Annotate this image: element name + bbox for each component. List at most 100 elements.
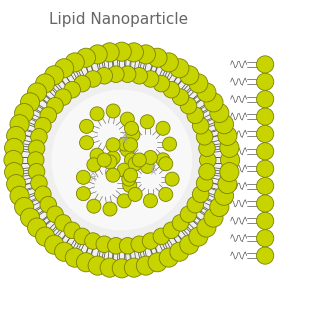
Circle shape [112,259,131,278]
Circle shape [124,153,139,167]
Circle shape [165,172,179,186]
Circle shape [36,227,55,246]
Circle shape [257,212,274,229]
Circle shape [199,152,216,168]
Circle shape [40,196,57,213]
Circle shape [65,248,84,267]
Circle shape [197,218,216,237]
Circle shape [4,163,24,182]
Circle shape [119,66,136,83]
Circle shape [96,68,113,84]
Circle shape [47,206,63,223]
Circle shape [55,89,71,105]
Circle shape [124,168,138,182]
Circle shape [74,75,91,92]
Circle shape [103,155,117,169]
Circle shape [199,164,215,180]
Circle shape [117,194,131,208]
Circle shape [90,148,104,162]
Circle shape [142,71,159,87]
Circle shape [210,197,229,217]
Circle shape [51,90,192,230]
Circle shape [132,153,146,167]
Circle shape [128,157,142,171]
Circle shape [100,43,119,62]
Circle shape [117,163,131,177]
Circle shape [120,112,134,126]
Circle shape [85,233,101,249]
Circle shape [257,125,274,142]
Circle shape [20,93,40,112]
Circle shape [159,248,178,267]
Circle shape [15,197,34,217]
Circle shape [143,194,157,208]
Circle shape [257,73,274,90]
Circle shape [257,143,274,160]
Circle shape [76,187,90,201]
Circle shape [124,43,143,62]
Circle shape [172,89,189,105]
Circle shape [106,138,120,152]
Circle shape [148,253,167,272]
Circle shape [45,66,64,85]
Circle shape [119,237,136,254]
Circle shape [96,236,113,252]
Circle shape [10,115,29,134]
Circle shape [196,129,213,145]
Circle shape [88,45,107,64]
Circle shape [74,228,91,245]
Circle shape [45,235,64,254]
Circle shape [118,137,132,151]
Circle shape [65,53,84,72]
Circle shape [192,186,209,203]
Circle shape [100,258,119,277]
Circle shape [214,115,234,134]
Circle shape [180,97,197,114]
Circle shape [87,199,101,213]
Circle shape [126,127,140,141]
Circle shape [210,103,229,123]
Circle shape [257,230,274,247]
Circle shape [140,159,154,173]
Circle shape [148,48,167,67]
Circle shape [122,172,136,186]
Circle shape [4,150,23,170]
Circle shape [170,242,189,261]
Circle shape [128,188,142,202]
Circle shape [55,215,71,231]
Circle shape [106,168,120,182]
Circle shape [31,129,47,145]
Circle shape [7,126,26,146]
Circle shape [28,83,47,102]
Circle shape [218,174,237,194]
Circle shape [257,178,274,195]
Circle shape [189,74,208,93]
Circle shape [170,59,189,78]
Circle shape [192,117,209,134]
Circle shape [156,153,170,167]
Circle shape [17,55,227,265]
Circle shape [28,164,45,180]
Circle shape [197,83,216,102]
Circle shape [103,202,117,216]
Circle shape [31,175,47,191]
Circle shape [106,104,120,118]
Circle shape [187,107,204,124]
Circle shape [120,143,134,157]
Circle shape [136,256,156,275]
Circle shape [180,235,199,254]
Circle shape [257,56,274,73]
Circle shape [163,222,180,239]
Circle shape [97,153,111,167]
Circle shape [10,186,29,205]
Circle shape [189,227,208,246]
Circle shape [20,208,40,227]
Circle shape [257,91,274,108]
Circle shape [35,186,51,203]
Circle shape [80,119,93,133]
Circle shape [257,195,274,212]
Circle shape [156,121,170,135]
Circle shape [214,186,234,205]
Circle shape [36,74,55,93]
Circle shape [257,108,274,125]
